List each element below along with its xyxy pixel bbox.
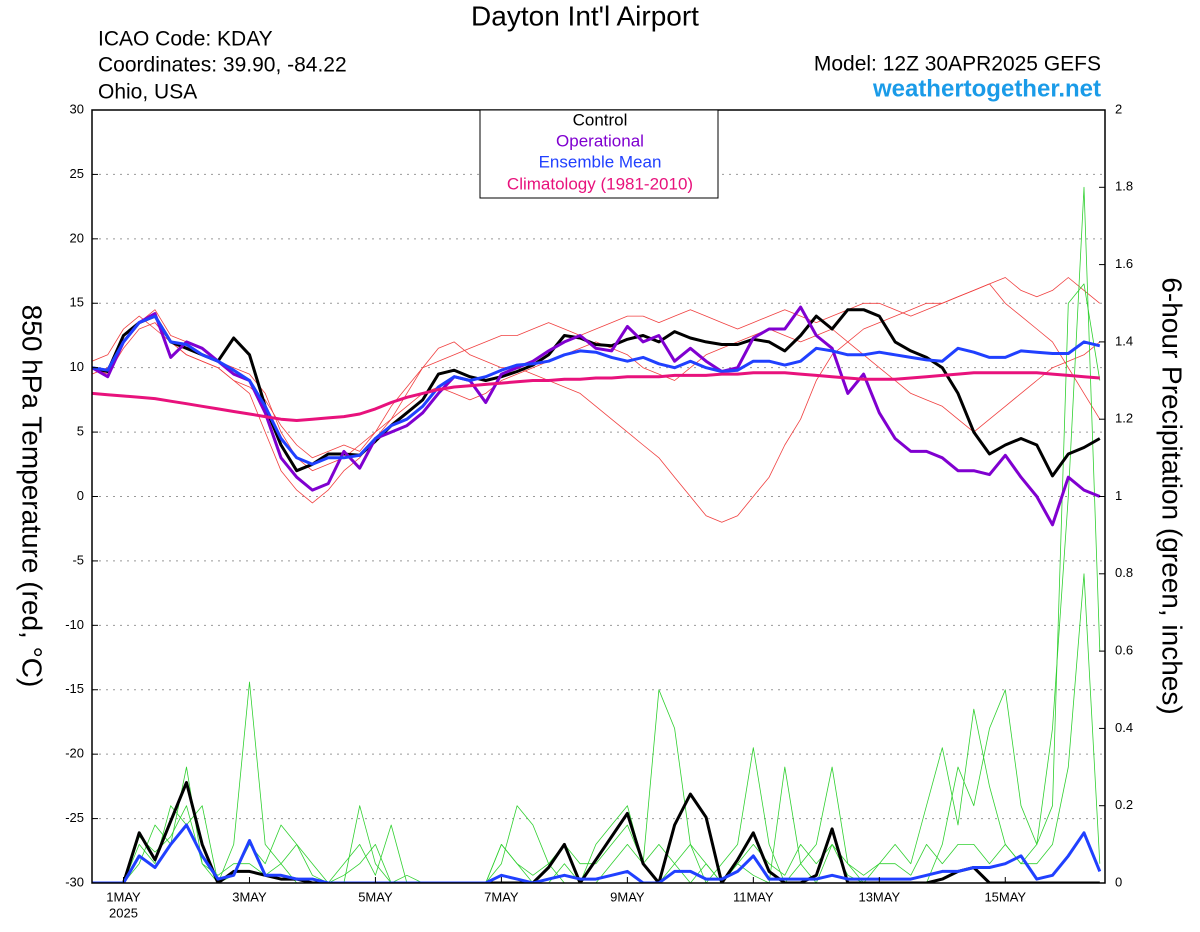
y2-tick-label: 1.8 xyxy=(1115,179,1133,194)
series-line xyxy=(92,305,1101,527)
x-tick-label: 13MAY xyxy=(858,889,900,904)
station-info: ICAO Code: KDAY xyxy=(98,28,273,51)
y2-tick-label: 1.4 xyxy=(1115,333,1133,348)
y2-axis-label: 6-hour Precipitation (green, inches) xyxy=(1157,277,1188,714)
series-line xyxy=(92,308,1101,478)
legend-box xyxy=(479,109,719,199)
legend-entry: Operational xyxy=(556,131,644,150)
y-tick-label: -15 xyxy=(65,681,84,696)
legend-entry: Climatology (1981-2010) xyxy=(507,174,693,193)
series-line xyxy=(92,823,1102,883)
series-line xyxy=(92,283,1101,523)
series-line xyxy=(92,186,1101,883)
y-tick-label: -30 xyxy=(65,874,84,889)
legend-entry: Control xyxy=(573,110,628,129)
y-tick-label: 5 xyxy=(77,424,84,439)
x-tick-label: 15MAY xyxy=(984,889,1026,904)
x-tick-label: 1MAY xyxy=(106,889,141,904)
y2-tick-label: 0.4 xyxy=(1115,720,1133,735)
y-axis-label: 850 hPa Temperature (red, °C) xyxy=(17,305,48,688)
y-tick-label: -25 xyxy=(65,810,84,825)
y2-tick-label: 0 xyxy=(1115,874,1122,889)
legend-entry: Ensemble Mean xyxy=(539,152,662,171)
y2-tick-label: 1.2 xyxy=(1115,411,1133,426)
station-info: Coordinates: 39.90, -84.22 xyxy=(98,54,347,77)
y-tick-label: 20 xyxy=(70,230,84,245)
series-line xyxy=(92,573,1101,883)
y2-tick-label: 1.6 xyxy=(1115,256,1133,271)
y-tick-label: 0 xyxy=(77,488,84,503)
y2-tick-label: 0.8 xyxy=(1115,565,1133,580)
x-tick-label: 7MAY xyxy=(484,889,519,904)
series-line xyxy=(92,314,1101,466)
series-line xyxy=(92,283,1101,883)
legend: Control Operational Ensemble Mean Climatolo… xyxy=(507,110,693,193)
site-name: weathertogether.net xyxy=(872,75,1101,102)
series-line xyxy=(92,371,1100,422)
grid xyxy=(92,109,1105,884)
x-tick-label: 3MAY xyxy=(232,889,267,904)
y-tick-label: -10 xyxy=(65,617,84,632)
y-tick-label: -5 xyxy=(72,552,84,567)
y-tick-label: 25 xyxy=(70,166,84,181)
plot-lines xyxy=(92,186,1102,883)
x-tick-label: 5MAY xyxy=(358,889,393,904)
y2-tick-label: 2 xyxy=(1115,101,1122,116)
y2-tick-label: 1 xyxy=(1115,488,1122,503)
y-tick-label: 30 xyxy=(70,101,84,116)
series-line xyxy=(92,781,1100,883)
y-tick-label: 15 xyxy=(70,295,84,310)
x-tick-label: 11MAY xyxy=(733,889,774,904)
x-tick-sublabel: 2025 xyxy=(109,905,138,920)
y2-tick-label: 0.2 xyxy=(1115,797,1133,812)
axes: -30-25-20-15-10-505101520253000.20.40.60… xyxy=(65,101,1133,920)
y-tick-label: -20 xyxy=(65,746,84,761)
chart-title: Dayton Int'l Airport xyxy=(471,0,699,31)
y-tick-label: 10 xyxy=(70,359,84,374)
y2-tick-label: 0.6 xyxy=(1115,643,1133,658)
x-tick-label: 9MAY xyxy=(610,889,645,904)
station-info: Ohio, USA xyxy=(98,81,197,104)
model-info: Model: 12Z 30APR2025 GEFS xyxy=(814,53,1101,76)
